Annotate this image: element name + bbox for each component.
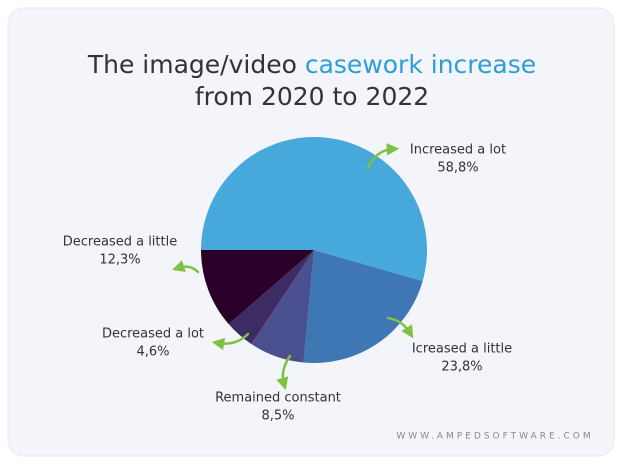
slice-value: 23,8% xyxy=(441,360,482,375)
title-part: The image/video xyxy=(87,50,297,79)
pie-slice xyxy=(201,137,427,282)
pie-slice xyxy=(303,250,423,364)
slice-value: 12,3% xyxy=(99,253,140,268)
slice-value: 58,8% xyxy=(437,161,478,176)
arrow xyxy=(172,260,200,274)
arrow xyxy=(366,143,400,170)
slice-label: Increased a lot xyxy=(410,143,506,158)
pie-slice xyxy=(228,250,314,345)
arrow xyxy=(276,354,292,391)
slice-value: 8,5% xyxy=(261,409,294,424)
slice-label: Decreased a lot xyxy=(102,327,204,342)
pie-slice xyxy=(201,250,314,325)
pie-slice xyxy=(251,250,314,363)
chart-title: The image/video casework increase xyxy=(87,50,536,79)
slice-value: 4,6% xyxy=(136,345,169,360)
title-highlight: casework increase xyxy=(305,50,536,79)
arrow xyxy=(386,316,414,339)
slice-label: Decreased a little xyxy=(63,235,177,250)
footer: WWW.AMPEDSOFTWARE.COM xyxy=(396,432,593,442)
slice-label: Icreased a little xyxy=(412,342,512,357)
pie xyxy=(201,137,427,364)
slice-label: Remained constant xyxy=(215,391,341,406)
arrow xyxy=(211,332,250,351)
chart-title-line: from 2020 to 2022 xyxy=(195,82,429,111)
